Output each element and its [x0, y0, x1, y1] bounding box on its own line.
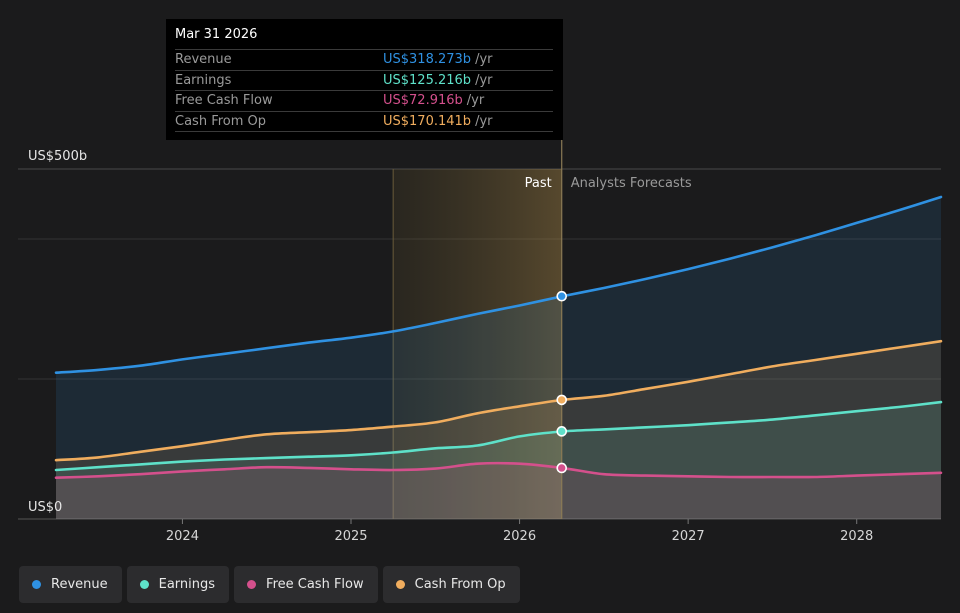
cash-from-op-area [56, 341, 941, 519]
revenue-point [556, 290, 568, 302]
legend-dot-icon [139, 580, 149, 589]
legend-item-free-cash-flow[interactable]: Free Cash Flow [234, 566, 378, 603]
earnings-area [56, 402, 941, 519]
legend-dot-icon [395, 580, 405, 589]
earnings-point [556, 426, 568, 437]
past-label: Past [525, 176, 552, 191]
tooltip-date: Mar 31 2026 [175, 27, 258, 42]
earnings-line [54, 400, 943, 472]
tooltip-row-value: US$72.916b [383, 93, 463, 109]
x-tick-label: 2026 [503, 529, 536, 544]
tooltip-row-label: Earnings [175, 72, 232, 88]
tooltip-row-unit: /yr [475, 72, 493, 88]
free-cash-flow-point [556, 462, 568, 474]
tooltip-row-revenue: Revenue US$318.273b /yr [175, 49, 553, 70]
tooltip-row-label: Free Cash Flow [175, 93, 273, 109]
x-tick-label: 2024 [166, 529, 199, 544]
revenue-line [54, 195, 943, 374]
chart: 2024 2025 2026 2027 2028 US$500b US$0 Past A… [18, 140, 943, 544]
cash-from-op-line [54, 339, 943, 462]
y-axis-top-label: US$500b [28, 149, 87, 164]
legend: Revenue Earnings Free Cash Flow Cash Fro… [19, 566, 520, 603]
tooltip-row-unit: /yr [475, 52, 493, 68]
tooltip-row-cash-from-op: Cash From Op US$170.141b /yr [175, 110, 553, 132]
legend-label: Cash From Op [414, 577, 506, 592]
forecast-label: Analysts Forecasts [571, 176, 692, 191]
tooltip-row-label: Cash From Op [175, 113, 267, 129]
legend-label: Revenue [51, 577, 108, 592]
past-region [393, 169, 562, 519]
tooltip-row-value: US$125.216b [383, 72, 472, 88]
legend-item-cash-from-op[interactable]: Cash From Op [382, 566, 520, 603]
x-tick-label: 2028 [840, 529, 873, 544]
y-axis-bottom-label: US$0 [28, 500, 62, 515]
tooltip: Mar 31 2026 Revenue US$318.273b /yr Earn… [166, 19, 563, 140]
tooltip-row-value: US$318.273b [383, 52, 472, 68]
tooltip-row-unit: /yr [475, 113, 493, 129]
legend-label: Earnings [158, 577, 216, 592]
cash-from-op-point [556, 394, 568, 406]
legend-dot-icon [247, 580, 257, 589]
x-tick-label: 2027 [672, 529, 705, 544]
tooltip-row-value: US$170.141b [383, 113, 472, 129]
legend-item-revenue[interactable]: Revenue [19, 566, 122, 603]
tooltip-row-earnings: Earnings US$125.216b /yr [175, 69, 553, 91]
legend-dot-icon [32, 580, 41, 589]
free-cash-flow-line [54, 461, 943, 479]
tooltip-row-unit: /yr [466, 93, 485, 109]
legend-item-earnings[interactable]: Earnings [126, 566, 230, 603]
revenue-area [56, 197, 941, 519]
tooltip-row-label: Revenue [175, 52, 232, 68]
legend-label: Free Cash Flow [266, 577, 364, 592]
x-tick-label: 2025 [334, 529, 367, 544]
tooltip-row-free-cash-flow: Free Cash Flow US$72.916b /yr [175, 90, 553, 111]
